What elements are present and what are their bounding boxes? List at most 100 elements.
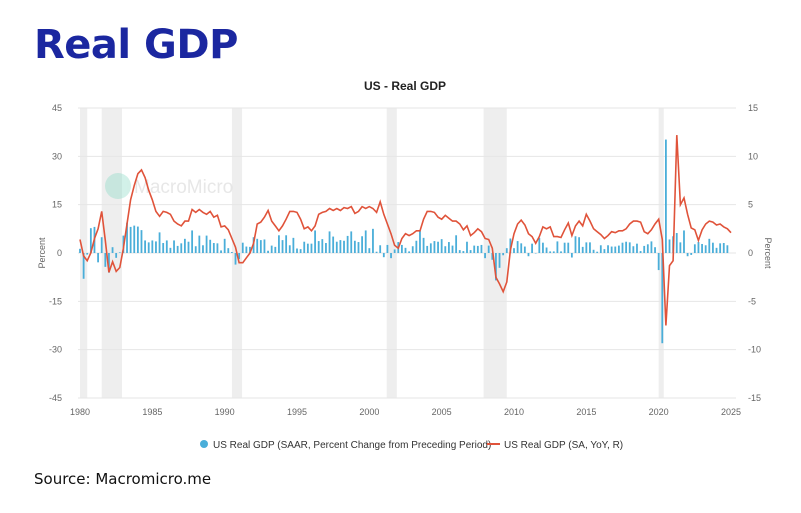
bar — [643, 245, 646, 253]
bar — [429, 243, 432, 253]
bar — [194, 246, 197, 253]
bar — [339, 240, 342, 253]
bar — [263, 239, 266, 253]
bar — [654, 247, 656, 253]
bar — [639, 251, 642, 253]
bar — [158, 232, 161, 253]
bar — [136, 226, 139, 253]
bar — [665, 139, 667, 253]
x-tick: 1995 — [287, 407, 307, 417]
bar — [563, 242, 566, 253]
bar — [104, 253, 107, 267]
bar — [523, 246, 526, 253]
bar — [328, 231, 331, 253]
bar — [303, 241, 306, 253]
bar — [111, 247, 114, 253]
x-tick: 2025 — [721, 407, 741, 417]
bar — [415, 240, 418, 253]
y-left-tick: -30 — [49, 345, 62, 355]
bar — [599, 245, 602, 253]
bar — [97, 253, 99, 263]
bar — [675, 233, 678, 253]
bar — [306, 243, 309, 253]
bar — [491, 253, 494, 260]
bar — [621, 242, 624, 253]
watermark-logo-icon — [105, 173, 131, 199]
x-tick: 1990 — [215, 407, 235, 417]
line-series — [79, 135, 732, 326]
y-left-tick: 30 — [52, 151, 62, 161]
bar — [513, 248, 515, 253]
bar — [509, 238, 512, 253]
bar — [661, 253, 664, 344]
bar — [191, 230, 194, 253]
bar — [267, 250, 269, 253]
bar — [433, 241, 436, 253]
bar — [592, 249, 595, 253]
y-left-tick: -45 — [49, 393, 62, 403]
bar — [668, 239, 671, 253]
bar — [223, 238, 226, 253]
x-tick: 2015 — [576, 407, 596, 417]
bar — [455, 235, 458, 253]
bar — [527, 253, 530, 257]
bar — [607, 245, 609, 253]
bar — [227, 248, 230, 253]
bar — [281, 240, 284, 253]
bar — [715, 247, 718, 253]
bar — [325, 243, 327, 253]
bar — [288, 245, 291, 253]
bar — [321, 239, 324, 253]
bar — [567, 242, 570, 253]
bar — [165, 240, 168, 253]
bar — [375, 251, 378, 253]
chart-title: US - Real GDP — [364, 79, 446, 93]
bar — [310, 243, 313, 253]
bar — [679, 242, 682, 253]
legend-bar-label: US Real GDP (SAAR, Percent Change from P… — [213, 440, 491, 451]
bar — [180, 243, 183, 253]
bar — [274, 246, 277, 253]
legend: US Real GDP (SAAR, Percent Change from P… — [200, 440, 623, 451]
bar — [169, 247, 172, 253]
bar — [646, 244, 649, 253]
bar — [353, 240, 356, 253]
bar — [719, 243, 722, 253]
bar — [100, 237, 103, 253]
y-left-tick: -15 — [49, 296, 62, 306]
bar — [419, 231, 421, 253]
bar — [444, 246, 447, 253]
bar — [585, 242, 588, 253]
bar — [209, 239, 212, 253]
gridlines — [78, 107, 736, 399]
bar — [368, 248, 371, 253]
y-right-tick: 5 — [748, 200, 753, 210]
bar — [480, 244, 483, 253]
bar — [386, 244, 389, 253]
bar — [473, 245, 476, 253]
bar — [556, 241, 559, 253]
bar — [393, 249, 396, 253]
bar — [238, 253, 241, 260]
bar — [578, 237, 580, 253]
bar — [614, 246, 617, 253]
bar — [690, 253, 693, 255]
bar — [231, 252, 233, 253]
bar — [437, 241, 439, 253]
bar — [542, 242, 544, 253]
bar — [89, 228, 92, 253]
y-left-tick: 45 — [52, 103, 62, 113]
bar — [151, 240, 154, 253]
bar — [357, 242, 360, 253]
x-tick: 1985 — [142, 407, 162, 417]
x-tick: 2010 — [504, 407, 524, 417]
bar — [140, 230, 143, 253]
y-left-tick: 15 — [52, 200, 62, 210]
bar — [440, 239, 443, 253]
bar — [726, 245, 729, 253]
bar — [701, 243, 703, 253]
bar — [581, 246, 584, 253]
bar — [484, 253, 486, 259]
bar — [173, 240, 175, 253]
bar — [458, 250, 461, 253]
